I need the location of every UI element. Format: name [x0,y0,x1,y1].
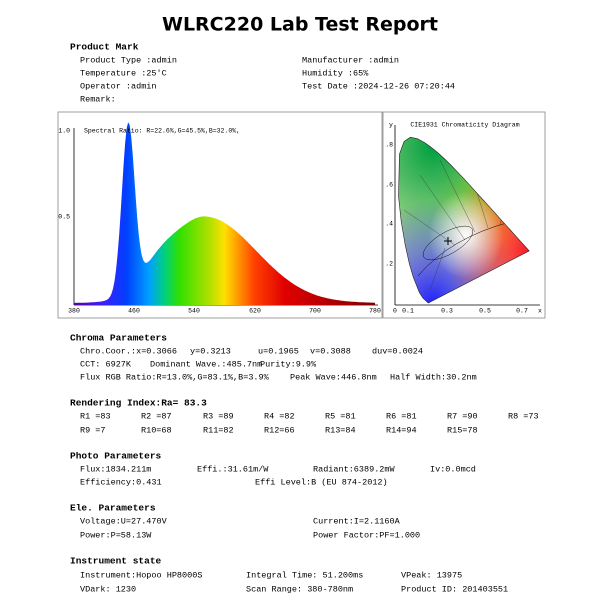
field: Remark: [80,94,116,104]
spectrum-x-tick: 460 [128,308,140,315]
field: Half Width:30.2nm [390,372,477,382]
spectrum-x-tick: 780 [369,308,381,315]
cie-x-tick: 0 [393,308,397,315]
field: R11=82 [203,425,234,435]
field: Effi Level:B (EU 874-2012) [255,477,388,487]
field: R15=78 [447,425,478,435]
field: Test Date :2024-12-26 07:20:44 [302,81,455,91]
field: Power:P=58.13W [80,530,152,540]
field: R7 =90 [447,411,478,421]
field: R14=94 [386,425,417,435]
spectral-locus [398,136,530,304]
field: R9 =7 [80,425,106,435]
field: R6 =81 [386,411,417,421]
field: Flux:1834.211m [80,464,151,474]
field: VPeak: 13975 [401,570,462,580]
field: Instrument:Hopoo HP8000S [80,570,202,580]
field: R5 =81 [325,411,356,421]
spectrum-x-tick: 380 [68,308,80,315]
field: duv=0.0024 [372,346,423,356]
field: Product ID: 201403551 [401,584,508,594]
field: Flux RGB Ratio:R=13.0%,G=83.1%,B=3.9% [80,372,270,382]
cie-y-tick: .6 [385,182,393,189]
field: R10=68 [141,425,172,435]
field: VDark: 1230 [80,584,136,594]
field: Effi.:31.61m/W [197,464,269,474]
cie-title: CIE1931 Chromaticity Diagram [410,122,519,129]
cie-frame [382,111,546,319]
field: Manufacturer :admin [302,55,399,65]
field: Chro.Coor.:x=0.3066 [80,346,177,356]
spectrum-x-tick: 540 [188,308,200,315]
field: Humidity :65% [302,68,369,78]
spectrum-x-tick: 700 [309,308,321,315]
field: Peak Wave:446.8nm [290,372,377,382]
cie-x-tick: 0.7 [516,308,528,315]
field: Current:I=2.1160A [313,516,401,526]
field: Iv:0.0mcd [430,464,476,474]
section-heading: Rendering Index:Ra= 83.3 [70,398,207,409]
cie-x-label: x [538,308,542,315]
field: R2 =87 [141,411,172,421]
field: Efficiency:0.431 [80,477,162,487]
field: v=0.3088 [310,346,351,356]
field: Power Factor:PF=1.000 [313,530,420,540]
spectrum-y-tick: 0.5 [58,214,70,221]
spectrum-frame [57,111,383,319]
field: R3 =89 [203,411,234,421]
spectrum-y-tick: 1.0 [58,128,70,135]
field: Dominant Wave.:485.7nm [150,359,262,369]
section-heading: Photo Parameters [70,451,162,462]
chromaticity-point [444,237,452,245]
report-title: WLRC220 Lab Test Report [162,14,438,36]
field: R12=66 [264,425,295,435]
section-heading: Chroma Parameters [70,333,167,344]
field: R4 =82 [264,411,295,421]
field: Operator :admin [80,81,157,91]
cie-x-tick: 0.1 [402,308,414,315]
field: Integral Time: 51.200ms [246,570,363,580]
cie-y-tick: .8 [385,142,393,149]
spectrum-x-tick: 620 [249,308,261,315]
cie-y-tick: .4 [385,221,393,228]
cie-y-tick: .2 [385,261,393,268]
cie-x-tick: 0.3 [441,308,453,315]
field: Product Type :admin [80,55,177,65]
field: R1 =83 [80,411,111,421]
field: Voltage:U=27.470V [80,516,168,526]
field: u=0.1965 [258,346,299,356]
field: Purity:9.9% [260,359,317,369]
section-heading: Instrument state [70,556,162,567]
spectral-ratio: Spectral Ratio: R=22.6%,G=45.5%,B=32.0%, [84,128,240,135]
field: Radiant:6389.2mW [313,464,396,474]
field: y=0.3213 [190,346,231,356]
field: R13=84 [325,425,356,435]
cie-y-label: y [389,122,393,129]
section-heading: Ele. Parameters [70,503,156,514]
field: R8 =73 [508,411,539,421]
spectrum-curve [74,122,375,305]
section-heading: Product Mark [70,42,139,53]
field: Temperature :25'C [80,68,167,78]
cie-x-tick: 0.5 [479,308,491,315]
field: CCT: 6927K [80,359,132,369]
field: Scan Range: 380-780nm [246,584,353,594]
